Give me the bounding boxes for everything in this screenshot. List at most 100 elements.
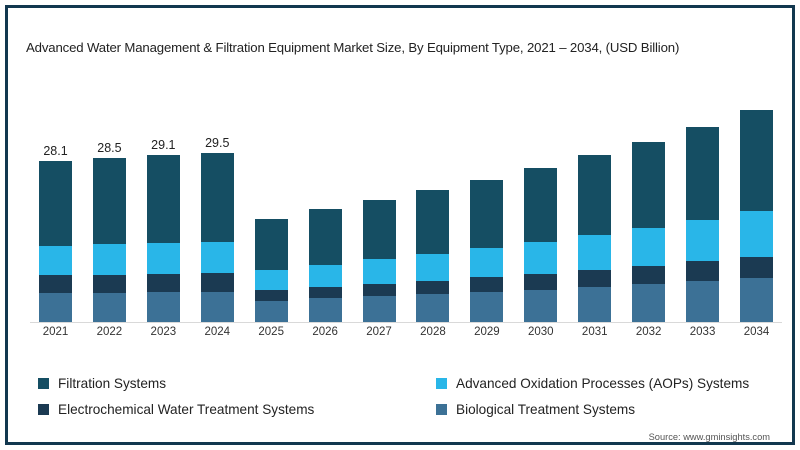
bar-segment	[362, 259, 396, 284]
bar-segment	[470, 292, 504, 322]
bar-2031[interactable]	[578, 155, 612, 322]
bar-segment	[200, 291, 234, 322]
x-axis-label-2028: 2028	[420, 326, 446, 338]
bar-value-label: 29.5	[205, 135, 230, 150]
bar-segment	[416, 190, 450, 255]
bar-2033[interactable]	[686, 126, 720, 322]
bar-segment	[200, 273, 234, 292]
bar-segment	[578, 286, 612, 322]
bar-segment	[686, 219, 720, 262]
bar-segment	[146, 292, 180, 322]
bar-segment	[254, 269, 288, 290]
bar-segment	[578, 235, 612, 270]
bar-segment	[524, 289, 558, 322]
legend-item-filtration-systems[interactable]: Filtration Systems	[38, 376, 436, 391]
bar-2022[interactable]: 28.5	[92, 141, 126, 322]
bar-segment	[632, 227, 666, 266]
bar-2028[interactable]	[416, 190, 450, 322]
x-axis-labels: 2021 2022 2023 2024 2025 2026 2027 2028 2029 2030…	[30, 326, 782, 338]
bar-2021[interactable]: 28.1	[39, 144, 72, 322]
x-axis-label-2034: 2034	[743, 326, 770, 338]
bar-segment	[146, 154, 180, 243]
legend-label: Advanced Oxidation Processes (AOPs) Syst…	[456, 375, 750, 391]
x-axis-label-2026: 2026	[312, 326, 338, 338]
bar-segment	[632, 141, 666, 228]
plot-area: 28.1 28.5 29.1 29.5	[30, 88, 782, 322]
legend-swatch-icon	[436, 377, 447, 389]
bar-2034[interactable]	[739, 110, 773, 322]
bar-segment	[200, 241, 234, 274]
legend-item-biological-treatment-systems[interactable]: Biological Treatment Systems	[436, 402, 635, 417]
legend: Filtration Systems Advanced Oxidation Pr…	[38, 370, 783, 422]
x-axis-label-2029: 2029	[474, 326, 500, 338]
bar-segment	[416, 280, 450, 295]
bar-segment	[92, 158, 126, 245]
bar-value-label: 28.5	[97, 141, 122, 156]
bar-segment	[362, 200, 396, 260]
x-axis-label-2030: 2030	[528, 326, 554, 338]
bar-segment	[200, 152, 234, 242]
bar-segment	[146, 273, 180, 293]
bar-segment	[308, 286, 342, 299]
x-axis-label-2024: 2024	[204, 326, 231, 338]
bar-2024[interactable]: 29.5	[200, 136, 234, 322]
bar-segment	[632, 284, 666, 322]
bar-segment	[308, 209, 342, 265]
x-axis-label-2023: 2023	[150, 326, 177, 338]
legend-row-1: Filtration Systems Advanced Oxidation Pr…	[38, 370, 783, 396]
bar-2030[interactable]	[524, 168, 558, 322]
bar-segment	[39, 160, 72, 246]
legend-item-electrochemical-water-treatment-systems[interactable]: Electrochemical Water Treatment Systems	[38, 402, 436, 417]
bar-2025[interactable]	[254, 218, 288, 322]
bar-segment	[308, 298, 342, 322]
bar-segment	[92, 292, 126, 322]
x-axis-label-2021: 2021	[42, 326, 69, 338]
legend-row-2: Electrochemical Water Treatment Systems …	[38, 396, 783, 422]
bar-segment	[39, 275, 72, 294]
x-axis-label-2027: 2027	[366, 326, 392, 338]
bar-segment	[739, 256, 773, 279]
legend-swatch-icon	[38, 377, 49, 389]
bar-segment	[686, 281, 720, 322]
bar-2032[interactable]	[632, 141, 666, 322]
bar-segment	[470, 179, 504, 249]
bar-segment	[308, 264, 342, 287]
bar-segment	[524, 273, 558, 290]
bar-segment	[686, 261, 720, 282]
bar-segment	[739, 110, 773, 211]
bar-segment	[686, 126, 720, 220]
x-axis-line	[30, 322, 782, 323]
bar-value-label: 29.1	[151, 137, 176, 152]
bar-segment	[739, 210, 773, 257]
bar-segment	[254, 218, 288, 270]
bar-value-label: 28.1	[43, 143, 68, 158]
chart-title: Advanced Water Management & Filtration E…	[26, 40, 680, 55]
bar-segment	[416, 254, 450, 281]
x-axis-label-2025: 2025	[258, 326, 284, 338]
x-axis-label-2033: 2033	[689, 326, 716, 338]
x-axis-label-2031: 2031	[581, 326, 608, 338]
bar-segment	[470, 277, 504, 293]
bar-segment	[92, 274, 126, 293]
legend-swatch-icon	[436, 403, 447, 415]
bar-2023[interactable]: 29.1	[146, 138, 180, 322]
bar-segment	[416, 294, 450, 322]
legend-label: Biological Treatment Systems	[456, 401, 636, 417]
chart-card: Advanced Water Management & Filtration E…	[5, 5, 795, 445]
x-axis-label-2032: 2032	[635, 326, 662, 338]
bar-segment	[39, 245, 72, 276]
bar-segment	[362, 296, 396, 322]
legend-item-advanced-oxidation-processes-systems[interactable]: Advanced Oxidation Processes (AOPs) Syst…	[436, 376, 749, 391]
legend-label: Electrochemical Water Treatment Systems	[58, 401, 315, 417]
bar-segment	[578, 269, 612, 287]
bar-2026[interactable]	[308, 209, 342, 322]
bar-segment	[524, 242, 558, 274]
bar-segment	[146, 242, 180, 274]
bar-2027[interactable]	[362, 200, 396, 322]
bar-2029[interactable]	[470, 179, 504, 322]
bar-segment	[362, 283, 396, 297]
bar-segment	[92, 244, 126, 275]
bar-segment	[39, 293, 72, 322]
legend-label: Filtration Systems	[58, 375, 167, 391]
